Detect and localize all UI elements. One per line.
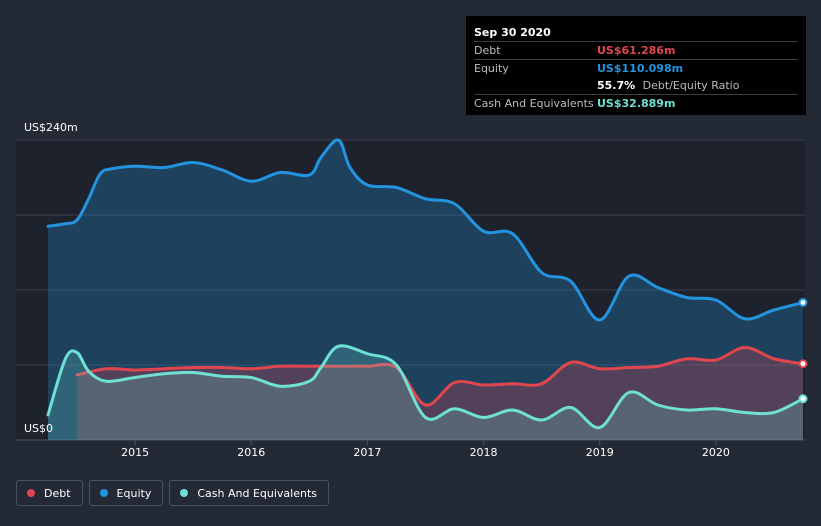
equity-line: [46, 138, 805, 322]
cash-dot-icon: [180, 489, 189, 497]
x-tick-label: 2015: [121, 446, 149, 459]
series-layer: [46, 138, 808, 440]
legend-equity-label: Equity: [116, 486, 152, 500]
equity-endpoint-marker: [798, 298, 808, 307]
legend-cash-label: Cash And Equivalents: [197, 486, 317, 500]
x-tick-label: 2017: [353, 446, 381, 459]
legend-debt-label: Debt: [44, 486, 71, 500]
x-tick-label: 2020: [702, 446, 730, 459]
tooltip-debt-label: Debt: [474, 44, 501, 57]
tooltip-date: Sep 30 2020: [474, 26, 551, 39]
tooltip-cash-row: Cash And Equivalents US$32.889m: [474, 94, 798, 112]
cash-and-equivalents-endpoint-marker: [798, 394, 808, 404]
x-tick-label: 2016: [237, 446, 265, 459]
cash-and-equivalents-area: [48, 345, 803, 440]
equity-dot-icon: [99, 489, 108, 497]
tooltip-ratio-label: Debt/Equity Ratio: [642, 79, 740, 92]
x-tick-label: 2018: [470, 446, 498, 459]
tooltip-debt-value: US$61.286m: [597, 44, 676, 57]
legend-equity-toggle[interactable]: Equity: [88, 480, 164, 506]
cash-and-equivalents-line: [46, 344, 805, 430]
chart-legend: Debt Equity Cash And Equivalents: [16, 480, 329, 506]
tooltip-equity-row: Equity US$110.098m: [474, 59, 798, 77]
x-tick-label: 2019: [586, 446, 614, 459]
tooltip-ratio-row: 55.7% Debt/Equity Ratio: [474, 77, 798, 94]
tooltip-panel: Sep 30 2020 Debt US$61.286m Equity US$11…: [466, 16, 806, 115]
x-axis: 2015 2016 2017 2018 2019 2020: [121, 440, 730, 459]
debt-line: [75, 345, 805, 407]
tooltip-equity-label: Equity: [474, 62, 509, 75]
legend-debt-toggle[interactable]: Debt: [16, 480, 83, 506]
y-tick-label: US$240m: [24, 121, 78, 134]
gridlines: [16, 139, 805, 441]
tooltip-debt-row: Debt US$61.286m: [474, 41, 798, 59]
tooltip-ratio-value: 55.7%: [597, 79, 636, 92]
tooltip-equity-value: US$110.098m: [597, 62, 684, 75]
equity-area: [48, 139, 803, 440]
y-axis: US$0 US$240m: [24, 121, 78, 435]
tooltip-cash-value: US$32.889m: [597, 97, 676, 110]
debt-endpoint-marker: [798, 359, 808, 369]
y-tick-label: US$0: [24, 422, 53, 435]
debt-dot-icon: [27, 489, 35, 497]
tooltip-cash-label: Cash And Equivalents: [474, 97, 594, 110]
legend-cash-toggle[interactable]: Cash And Equivalents: [169, 480, 329, 506]
debt-area: [77, 347, 804, 440]
